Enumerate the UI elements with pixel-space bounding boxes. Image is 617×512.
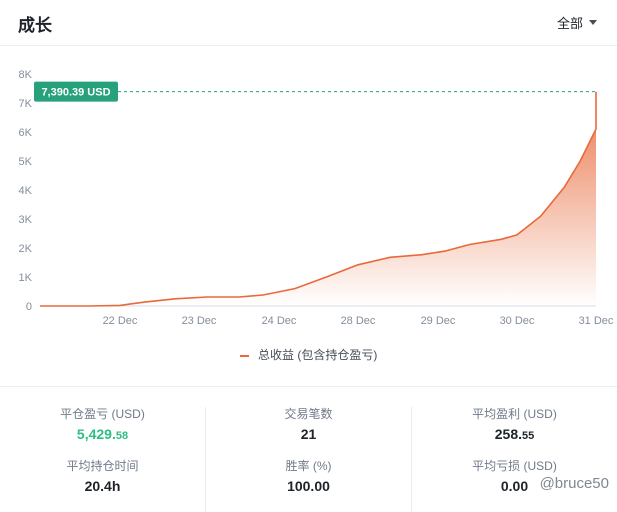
avg-hold-time-stat: 平均持仓时间 20.4h <box>0 458 205 496</box>
watermark-text: @bruce50 <box>539 475 609 492</box>
column-separator <box>205 407 206 512</box>
avg-profit-label: 平均盈利 (USD) <box>472 407 557 421</box>
caret-down-icon <box>589 20 597 25</box>
x-tick-label: 31 Dec <box>579 315 614 327</box>
win-rate-stat: 胜率 (%) 100.00 <box>206 458 411 496</box>
win-rate-value: 100.00 <box>287 478 330 494</box>
realized-pnl-dec: 58 <box>115 430 129 442</box>
growth-chart: 0 1K 2K 3K 4K 5K 6K 7K 8K 22 Dec 23 Dec 24 Dec 28 De… <box>19 69 614 327</box>
y-tick-label: 5K <box>19 156 33 168</box>
realized-pnl-value: 5,429.58 <box>0 424 205 446</box>
period-filter-label: 全部 <box>556 16 583 31</box>
header: 成长 全部 <box>0 0 617 46</box>
stats-panel: 平仓盈亏 (USD) 5,429.58 平均持仓时间 20.4h 交易笔数 21… <box>0 387 617 512</box>
realized-pnl-label: 平仓盈亏 (USD) <box>60 407 145 421</box>
column-separator <box>411 407 412 512</box>
x-tick-label: 22 Dec <box>103 315 138 327</box>
avg-profit-int: 258. <box>494 426 522 442</box>
series-line <box>40 91 597 307</box>
stats-column-1: 平仓盈亏 (USD) 5,429.58 平均持仓时间 20.4h <box>0 387 205 512</box>
divider <box>0 386 617 387</box>
series-area <box>40 91 596 306</box>
x-tick-label: 28 Dec <box>341 315 376 327</box>
trade-count-stat: 交易笔数 21 <box>206 406 411 444</box>
y-tick-label: 4K <box>19 185 33 197</box>
avg-hold-time-label: 平均持仓时间 <box>66 459 139 473</box>
stats-column-2: 交易笔数 21 胜率 (%) 100.00 <box>206 387 411 512</box>
y-tick-label: 7K <box>19 98 33 110</box>
x-tick-label: 23 Dec <box>182 315 217 327</box>
last-value-badge <box>34 81 118 102</box>
legend-label: 总收益 (包含持仓盈亏) <box>258 348 378 362</box>
page-title: 成长 <box>18 16 52 35</box>
x-tick-label: 29 Dec <box>421 315 456 327</box>
period-filter-dropdown[interactable]: 全部 <box>557 13 597 32</box>
avg-profit-value: 258.55 <box>412 424 617 446</box>
y-tick-label: 3K <box>19 214 33 226</box>
avg-loss-label: 平均亏损 (USD) <box>472 459 557 473</box>
y-tick-label: 1K <box>19 272 33 284</box>
y-tick-label: 6K <box>19 127 33 139</box>
avg-profit-dec: 55 <box>522 430 535 442</box>
stats-column-3: 平均盈利 (USD) 258.55 平均亏损 (USD) 0.00 <box>412 387 617 512</box>
x-tick-label: 24 Dec <box>262 315 297 327</box>
legend-swatch <box>239 354 249 357</box>
chart-legend: 总收益 (包含持仓盈亏) <box>0 346 617 363</box>
avg-loss-value: 0.00 <box>500 478 529 494</box>
avg-profit-stat: 平均盈利 (USD) 258.55 <box>412 406 617 446</box>
trade-count-value: 21 <box>300 426 317 442</box>
avg-loss-stat: 平均亏损 (USD) 0.00 <box>412 458 617 496</box>
x-tick-label: 30 Dec <box>500 315 535 327</box>
y-tick-label: 0 <box>26 301 32 313</box>
win-rate-label: 胜率 (%) <box>285 459 332 473</box>
trade-count-label: 交易笔数 <box>284 407 333 421</box>
y-tick-label: 8K <box>19 69 33 81</box>
avg-hold-time-value: 20.4h <box>84 478 121 494</box>
last-value-label: 7,390.39 USD <box>41 87 110 99</box>
realized-pnl-int: 5,429. <box>76 426 116 442</box>
realized-pnl-stat: 平仓盈亏 (USD) 5,429.58 <box>0 406 205 446</box>
y-tick-label: 2K <box>19 243 33 255</box>
